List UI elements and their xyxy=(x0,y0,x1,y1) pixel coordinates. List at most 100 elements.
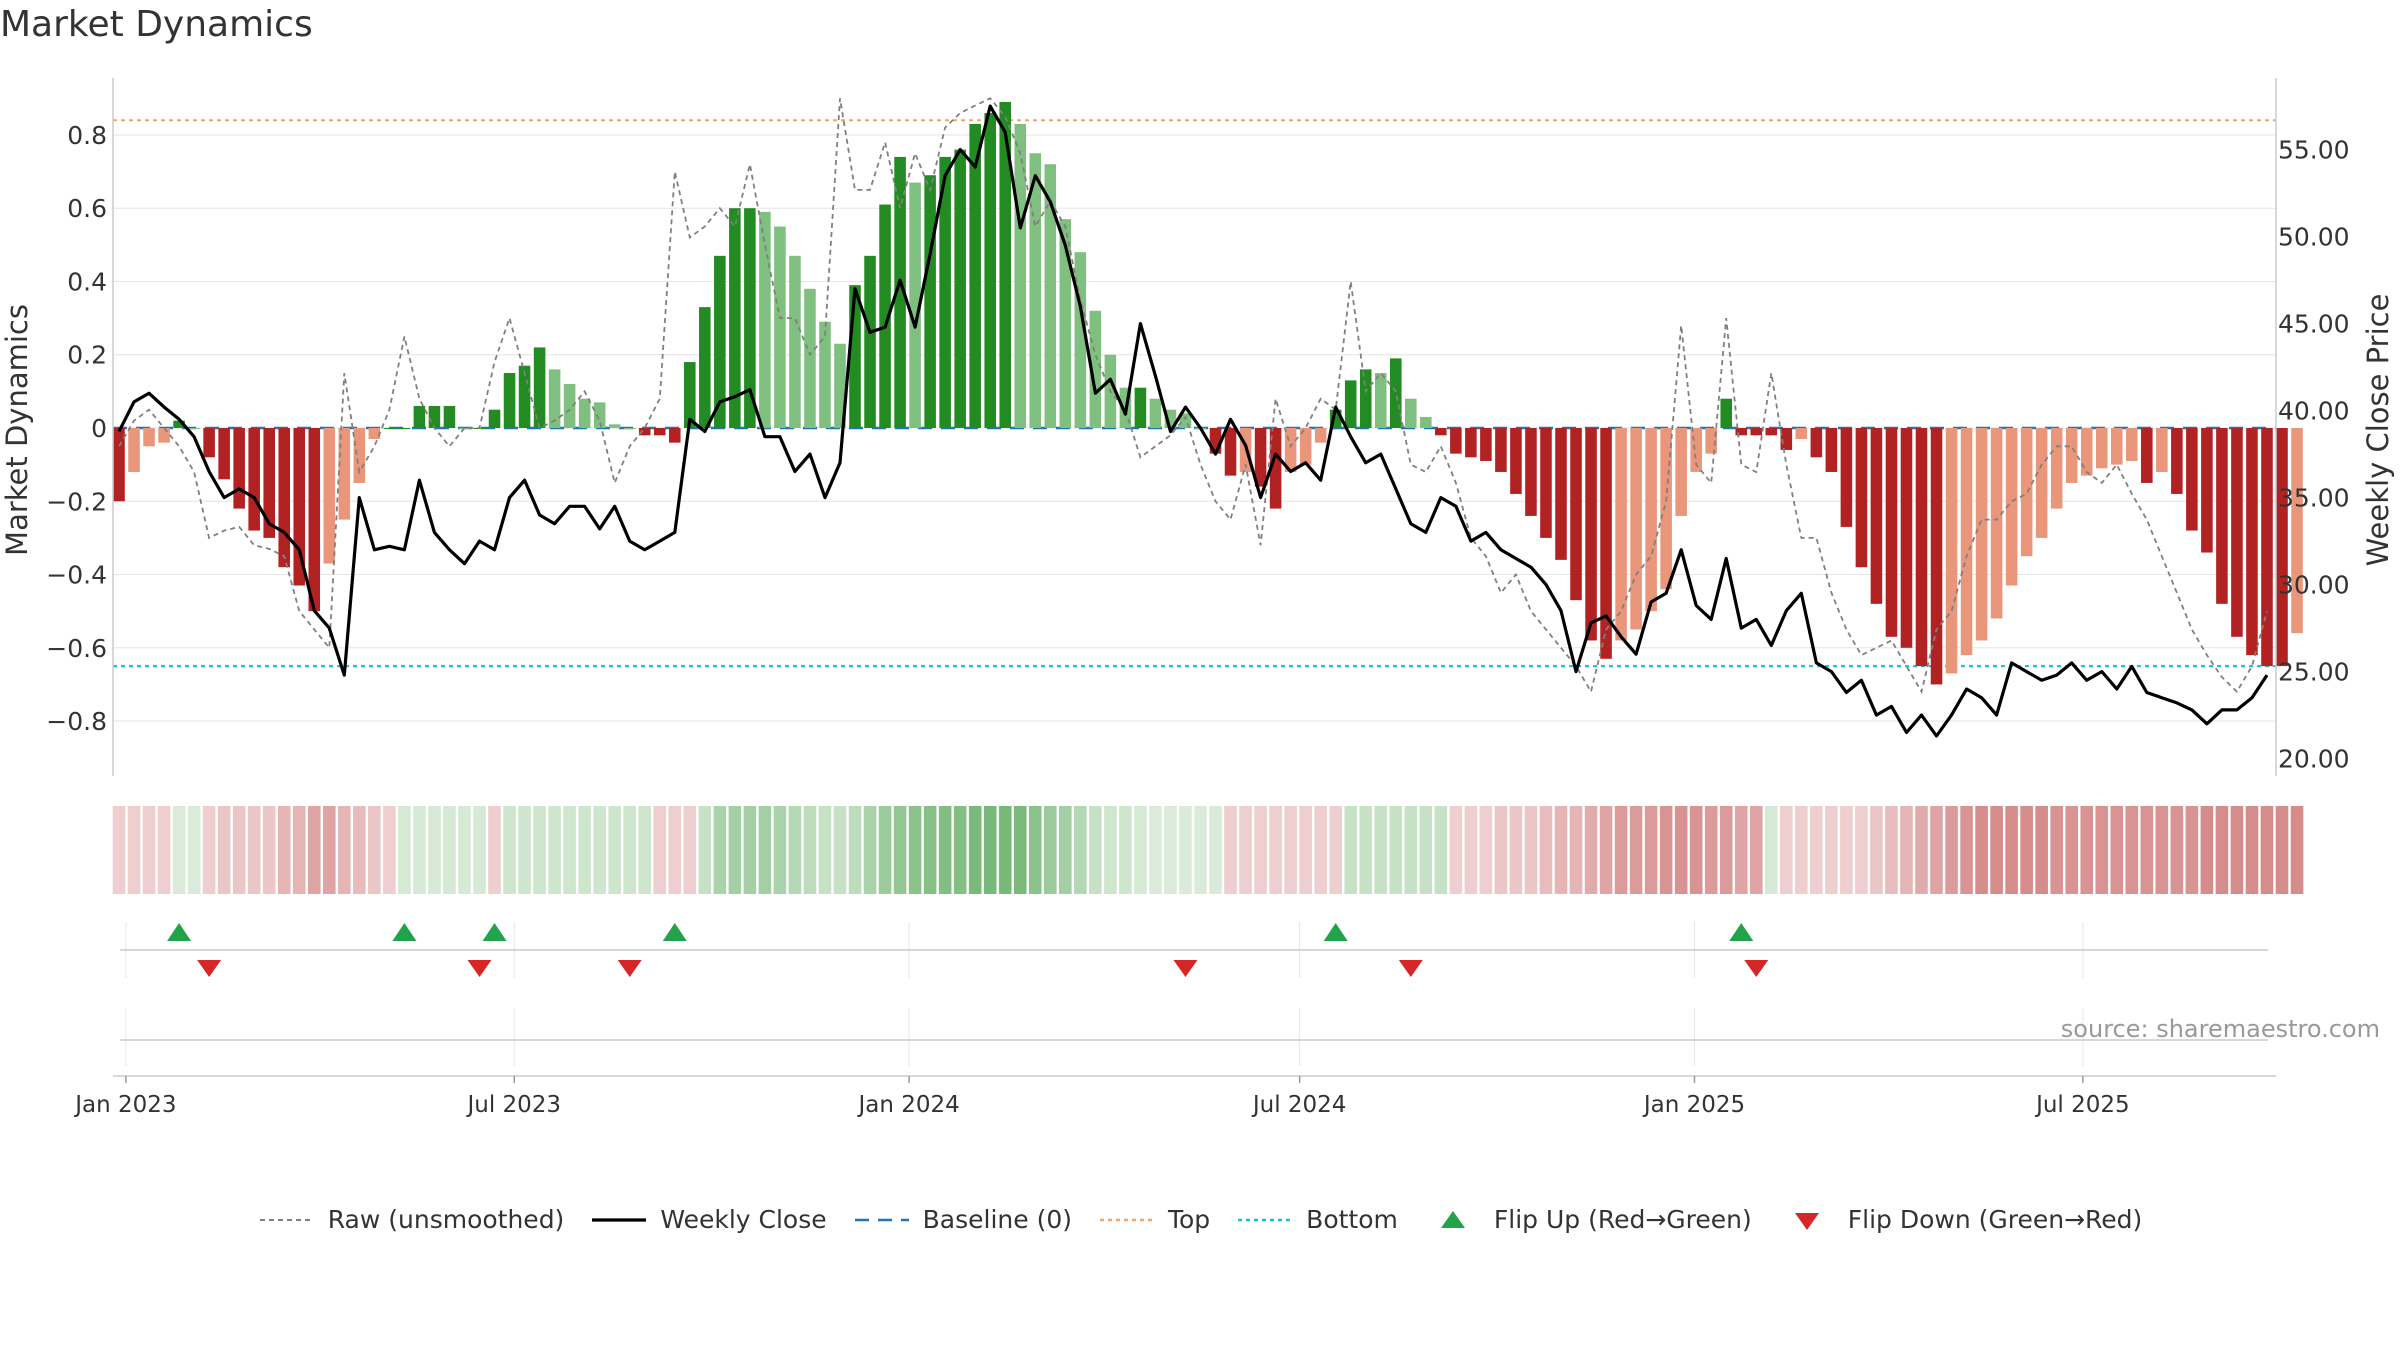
momentum-bar xyxy=(1179,413,1192,428)
momentum-bar xyxy=(774,226,786,428)
regime-cell xyxy=(2140,806,2154,894)
y-tick-label-left: 0 xyxy=(91,414,107,443)
momentum-bar xyxy=(1690,428,1702,472)
legend-flip-up: Flip Up (Red→Green) xyxy=(1424,1205,1752,1234)
regime-cell xyxy=(1449,806,1463,894)
regime-cell xyxy=(2065,806,2079,894)
regime-cell xyxy=(2095,806,2109,894)
regime-cell xyxy=(1509,806,1523,894)
regime-cell xyxy=(1194,806,1207,894)
momentum-bar xyxy=(368,428,381,439)
momentum-bar xyxy=(2276,428,2288,667)
regime-cell xyxy=(1719,806,1733,894)
momentum-bar xyxy=(1555,428,1567,560)
regime-cell xyxy=(1749,806,1763,894)
momentum-bar xyxy=(1059,219,1072,428)
regime-cell xyxy=(1885,806,1898,894)
momentum-bar xyxy=(2156,428,2168,472)
momentum-bar xyxy=(2201,428,2213,553)
regime-cell xyxy=(458,806,471,894)
y-tick-label-right: 40.00 xyxy=(2278,397,2350,426)
momentum-bar xyxy=(2110,428,2123,465)
regime-cell xyxy=(2035,806,2048,894)
momentum-bar xyxy=(834,343,846,428)
regime-cell xyxy=(1900,806,1913,894)
momentum-bar xyxy=(879,204,891,428)
momentum-bar xyxy=(1510,428,1522,494)
regime-cell xyxy=(142,806,156,894)
regime-cell xyxy=(368,806,381,894)
momentum-bar xyxy=(518,365,531,428)
y-tick-label-right: 50.00 xyxy=(2278,223,2350,252)
regime-cell xyxy=(758,806,772,894)
momentum-bar xyxy=(954,149,966,428)
regime-cell xyxy=(1689,806,1703,894)
flip-down-marker xyxy=(617,960,642,977)
regime-cell xyxy=(2155,806,2169,894)
momentum-bar xyxy=(1465,428,1477,458)
legend-weekly-close-label: Weekly Close xyxy=(660,1205,827,1234)
momentum-bar xyxy=(413,406,426,428)
regime-cell xyxy=(848,806,862,894)
regime-cell xyxy=(232,806,246,894)
regime-cell xyxy=(1915,806,1928,894)
momentum-bar xyxy=(2186,428,2198,531)
momentum-bar xyxy=(1344,380,1357,428)
momentum-bar xyxy=(1044,164,1057,428)
momentum-bar xyxy=(1885,428,1898,637)
regime-cell xyxy=(1254,806,1267,894)
momentum-bar xyxy=(2246,428,2258,656)
momentum-bar xyxy=(684,362,696,428)
regime-cell xyxy=(1810,806,1823,894)
momentum-bar xyxy=(353,428,366,483)
momentum-bar xyxy=(113,428,125,502)
legend-flip-down: Flip Down (Green→Red) xyxy=(1778,1205,2142,1234)
momentum-bar xyxy=(1795,428,1808,439)
regime-cell xyxy=(1464,806,1478,894)
momentum-bar xyxy=(1945,428,1958,674)
level-lines xyxy=(113,119,2276,668)
regime-cell xyxy=(713,806,727,894)
momentum-bar xyxy=(1164,409,1177,428)
momentum-bar xyxy=(2080,428,2093,476)
regime-cell xyxy=(728,806,742,894)
regime-cell xyxy=(1224,806,1237,894)
momentum-bar xyxy=(1435,428,1447,436)
momentum-bar xyxy=(2035,428,2048,538)
regime-cell xyxy=(398,806,411,894)
regime-cell xyxy=(578,806,591,894)
regime-cell xyxy=(172,806,186,894)
momentum-bar xyxy=(1990,428,2003,619)
regime-cell xyxy=(2260,806,2274,894)
regime-cell xyxy=(277,806,291,894)
flip-down-marker xyxy=(197,960,222,977)
regime-cell xyxy=(1013,806,1027,894)
regime-cell xyxy=(938,806,952,894)
regime-cell xyxy=(1524,806,1538,894)
momentum-bar xyxy=(563,384,576,428)
momentum-bar xyxy=(714,255,726,428)
y-tick-label-left: −0.2 xyxy=(46,487,107,516)
y-tick-label-left: 0.2 xyxy=(67,341,107,370)
flip-up-marker xyxy=(1729,923,1754,941)
momentum-bar xyxy=(1645,428,1657,612)
regime-cell xyxy=(1344,806,1358,894)
x-tick-label: Jul 2023 xyxy=(465,1092,561,1118)
y-tick-label-right: 30.00 xyxy=(2278,571,2350,600)
regime-cell xyxy=(1780,806,1793,894)
regime-cell xyxy=(953,806,967,894)
flip-up-marker xyxy=(482,923,507,941)
momentum-bar xyxy=(548,369,561,428)
momentum-bar xyxy=(128,428,140,472)
regime-cell xyxy=(683,806,697,894)
regime-cell xyxy=(443,806,456,894)
regime-cell xyxy=(1209,806,1222,894)
momentum-bar xyxy=(2141,428,2153,483)
regime-cell xyxy=(698,806,712,894)
legend-top-swatch xyxy=(1099,1218,1154,1221)
x-axis: Jan 2023 Jul 2023 Jan 2024 Jul 2024 Jan 2025… xyxy=(73,1039,2276,1118)
regime-cell xyxy=(1569,806,1583,894)
legend-top: Top xyxy=(1098,1205,1210,1234)
momentum-bar xyxy=(308,428,321,612)
regime-cell xyxy=(1074,806,1087,894)
